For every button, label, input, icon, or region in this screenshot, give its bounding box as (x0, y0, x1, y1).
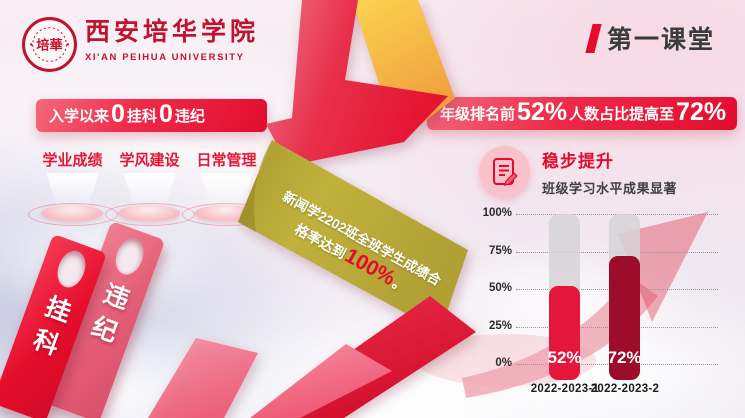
banner-number: 0 (111, 100, 125, 128)
podium-label: 学业成绩 (42, 152, 103, 169)
ribbon-segment-red-top (266, 0, 448, 166)
y-axis-tick: 100% (482, 207, 512, 219)
notes-pencil-icon (479, 146, 530, 197)
highlight-block: 稳步提升 班级学习水平成果显著 (479, 146, 677, 197)
podium-item: 学业成绩 (27, 149, 118, 226)
y-axis-tick: 0% (495, 357, 512, 369)
tag-hole (110, 233, 148, 278)
title-accent-bar (585, 23, 602, 53)
university-name: 西安培华学院 (85, 19, 260, 46)
highlight-subtitle: 班级学习水平成果显著 (542, 180, 678, 196)
bar-value-label: 52% (547, 348, 582, 367)
podium-disc (194, 205, 257, 221)
bar-2022-2023-1: 52% (547, 286, 582, 380)
y-axis-tick: 75% (488, 244, 512, 257)
university-name-en: XI'AN PEIHUA UNIVERSITY (85, 52, 245, 63)
bar-track: 72% (607, 214, 642, 380)
tag-hole (52, 246, 90, 291)
ribbon-fold-highlight (250, 344, 392, 418)
banner-text: 人数占比提高至 (569, 106, 675, 123)
university-logo: 培華 西安培华学院 XI'AN PEIHUA UNIVERSITY (21, 16, 259, 73)
page-title: 第一课堂 (585, 20, 715, 56)
podium-item: 学风建设 (104, 149, 195, 226)
seal-text: 培華 (36, 37, 62, 53)
bar-track: 52% (547, 214, 582, 380)
banner-number: 72% (676, 98, 727, 126)
x-axis-label: 2022-2023-1 (530, 383, 600, 395)
banner-number: 0 (158, 100, 173, 128)
page-title-label: 第一课堂 (606, 26, 715, 54)
banner-number: 52% (517, 98, 568, 126)
tag-label: 挂科 (23, 291, 75, 367)
podium-disc (117, 205, 180, 221)
y-axis-tick: 25% (488, 319, 512, 332)
ribbon-segment-red-bottom (256, 296, 476, 418)
podium-label: 日常管理 (196, 152, 257, 169)
podium-disc (40, 205, 103, 221)
bar-value-label: 72% (607, 348, 642, 367)
highlight-title: 稳步提升 (542, 151, 614, 171)
progress-bar-chart: 100% 75% 50% 25% 0% 52% 72% 2022-2023-1 … (416, 205, 728, 415)
podium-group: 学业成绩 学风建设 日常管理 (27, 149, 272, 226)
banner-text: 入学以来 (49, 108, 110, 125)
podium-label: 学风建设 (119, 152, 180, 169)
y-axis-tick: 50% (488, 282, 512, 294)
left-achievement-banner: 入学以来 0 挂科 0 违纪 (36, 99, 267, 132)
ribbon-statement: 新闻学2202班全班学生成绩合 格率达到 100% 。 (246, 164, 467, 332)
right-ranking-banner: 年级排名前 52% 人数占比提高至 72% (427, 97, 737, 130)
ribbon-segment-pink-left (148, 338, 258, 418)
banner-text: 违纪 (174, 108, 205, 125)
banner-text: 年级排名前 (440, 106, 516, 123)
university-seal-icon: 培華 (22, 17, 77, 72)
x-axis-label: 2022-2023-2 (590, 383, 660, 395)
bar-2022-2023-2: 72% (607, 256, 642, 380)
banner-text: 挂科 (126, 108, 157, 125)
